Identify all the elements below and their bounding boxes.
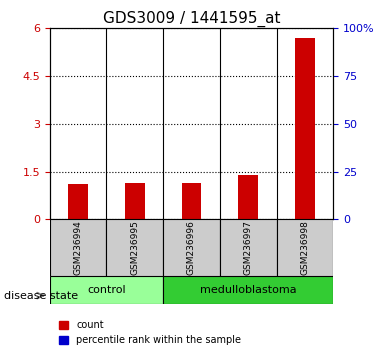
Bar <box>238 175 258 219</box>
Text: GSM236998: GSM236998 <box>300 220 309 275</box>
FancyBboxPatch shape <box>106 219 163 276</box>
FancyBboxPatch shape <box>277 219 333 276</box>
Text: GSM236994: GSM236994 <box>74 221 83 275</box>
Legend: count, percentile rank within the sample: count, percentile rank within the sample <box>55 316 245 349</box>
Text: GSM236995: GSM236995 <box>130 220 139 275</box>
FancyBboxPatch shape <box>50 276 163 304</box>
FancyBboxPatch shape <box>163 219 220 276</box>
Title: GDS3009 / 1441595_at: GDS3009 / 1441595_at <box>103 11 280 27</box>
Bar <box>68 184 88 219</box>
FancyBboxPatch shape <box>163 276 333 304</box>
Text: GSM236996: GSM236996 <box>187 220 196 275</box>
Bar <box>295 38 315 219</box>
Text: GSM236997: GSM236997 <box>244 220 253 275</box>
FancyBboxPatch shape <box>50 219 106 276</box>
Bar <box>182 183 201 219</box>
FancyBboxPatch shape <box>220 219 277 276</box>
Text: medulloblastoma: medulloblastoma <box>200 285 296 295</box>
Text: control: control <box>87 285 126 295</box>
Text: disease state: disease state <box>4 291 78 301</box>
Bar <box>125 183 145 219</box>
